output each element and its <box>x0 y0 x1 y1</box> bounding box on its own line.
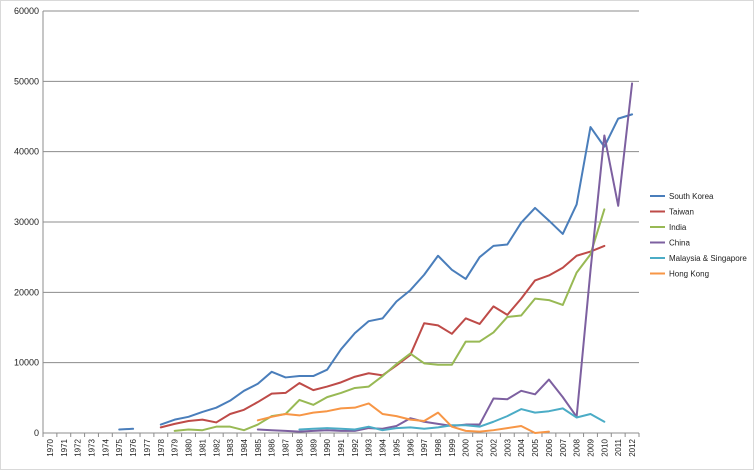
x-tick-label: 2005 <box>531 438 540 456</box>
legend: South Korea Taiwan India China Malaysia & Si… <box>650 192 747 279</box>
grid-lines <box>43 10 639 434</box>
x-tick-label: 2006 <box>545 438 554 456</box>
x-tick-label: 1977 <box>143 438 152 456</box>
x-tick-label: 1970 <box>46 438 55 456</box>
x-tick-label: 1992 <box>351 438 360 456</box>
x-tick-label: 1986 <box>268 438 277 456</box>
x-tick-label: 1980 <box>185 438 194 456</box>
x-tick-label: 1976 <box>129 438 138 456</box>
x-tick-label: 1989 <box>309 438 318 456</box>
x-tick-label: 1979 <box>171 438 180 456</box>
y-tick-label: 20000 <box>14 287 39 297</box>
y-tick-label: 0 <box>34 428 39 438</box>
x-tick-label: 2001 <box>476 438 485 456</box>
x-tick-label: 1990 <box>323 438 332 456</box>
x-tick-label: 1974 <box>101 438 110 456</box>
x-tick-label: 1971 <box>60 438 69 456</box>
x-tick-label: 2011 <box>614 438 623 456</box>
x-tick-label: 1985 <box>254 438 263 456</box>
x-tick-label: 2012 <box>628 438 637 456</box>
y-tick-label: 30000 <box>14 217 39 227</box>
series-line-china <box>256 82 634 433</box>
x-tick-label: 2002 <box>489 438 498 456</box>
x-tick-label: 2010 <box>600 438 609 456</box>
x-tick-label: 1973 <box>88 438 97 456</box>
y-tick-label: 60000 <box>14 6 39 16</box>
x-tick-label: 1999 <box>448 438 457 456</box>
x-tick-label: 1978 <box>157 438 166 456</box>
x-tick-label: 1984 <box>240 438 249 456</box>
x-tick-label: 1972 <box>74 438 83 456</box>
x-tick-label: 1998 <box>434 438 443 456</box>
x-tick-label: 2000 <box>462 438 471 456</box>
x-tick-label: 1983 <box>226 438 235 456</box>
legend-label-china: China <box>669 239 690 248</box>
legend-label-india: India <box>669 223 687 232</box>
x-tick-label: 1991 <box>337 438 346 456</box>
series-lines <box>118 82 634 434</box>
x-tick-label: 1975 <box>115 438 124 456</box>
x-tick-label: 1988 <box>295 438 304 456</box>
x-tick-label: 1993 <box>365 438 374 456</box>
series-line-hong-kong <box>256 402 550 434</box>
x-tick-label: 2007 <box>559 438 568 456</box>
x-tick-label: 1994 <box>379 438 388 456</box>
x-tick-label: 2009 <box>586 438 595 456</box>
x-tick-label: 1987 <box>282 438 291 456</box>
y-tick-label: 40000 <box>14 147 39 157</box>
x-tick-label: 1996 <box>406 438 415 456</box>
y-tick-label: 10000 <box>14 358 39 368</box>
x-tick-label: 2004 <box>517 438 526 456</box>
x-tick-label: 1981 <box>198 438 207 456</box>
x-tick-label: 2008 <box>573 438 582 456</box>
legend-label-malaysia-singapore: Malaysia & Singapore <box>669 254 747 263</box>
x-tick-label: 1997 <box>420 438 429 456</box>
x-tick-label: 1995 <box>392 438 401 456</box>
legend-label-south-korea: South Korea <box>669 192 714 201</box>
x-tick-label: 2003 <box>503 438 512 456</box>
legend-label-hong-kong: Hong Kong <box>669 270 709 279</box>
x-tick-label: 1982 <box>212 438 221 456</box>
legend-label-taiwan: Taiwan <box>669 208 694 217</box>
series-line-india <box>173 208 606 432</box>
series-line-south-korea <box>118 113 634 431</box>
y-tick-label: 50000 <box>14 76 39 86</box>
